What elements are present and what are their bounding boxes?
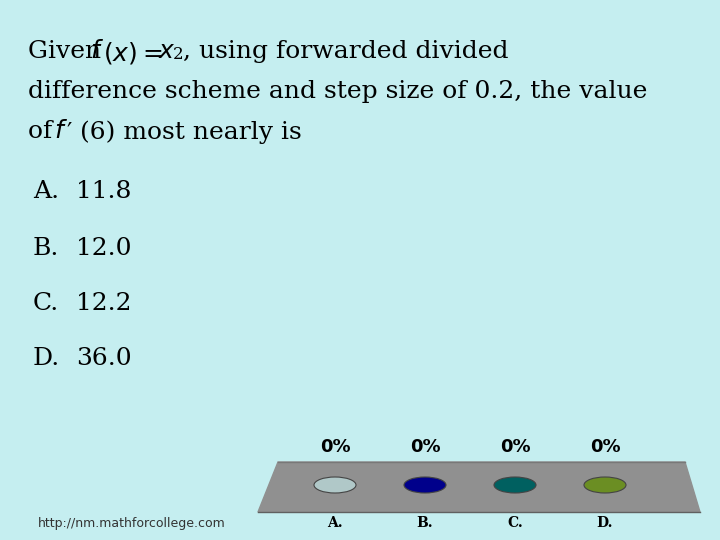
Text: $(x)$$=$: $(x)$$=$ (103, 40, 163, 66)
Text: 12.0: 12.0 (76, 237, 132, 260)
Text: 0%: 0% (410, 438, 441, 456)
Ellipse shape (314, 477, 356, 493)
Text: 12.2: 12.2 (76, 292, 132, 315)
Text: , using forwarded divided: , using forwarded divided (183, 40, 508, 63)
Text: http://nm.mathforcollege.com: http://nm.mathforcollege.com (38, 517, 226, 530)
Text: 0%: 0% (590, 438, 621, 456)
Text: D.: D. (33, 347, 60, 370)
Text: (6) most nearly is: (6) most nearly is (80, 120, 302, 144)
Ellipse shape (494, 477, 536, 493)
Text: Given: Given (28, 40, 109, 63)
Text: of: of (28, 120, 60, 143)
Ellipse shape (584, 477, 626, 493)
Text: difference scheme and step size of 0.2, the value: difference scheme and step size of 0.2, … (28, 80, 647, 103)
Text: C.: C. (33, 292, 59, 315)
Text: ′: ′ (67, 121, 73, 144)
Ellipse shape (404, 477, 446, 493)
Text: $x$: $x$ (158, 40, 176, 63)
Text: A.: A. (327, 516, 343, 530)
Polygon shape (258, 462, 700, 512)
Text: $f$: $f$ (90, 40, 104, 63)
Text: 2: 2 (173, 46, 184, 63)
Text: B.: B. (417, 516, 433, 530)
Text: D.: D. (597, 516, 613, 530)
Text: 0%: 0% (320, 438, 351, 456)
Text: 36.0: 36.0 (76, 347, 132, 370)
Text: C.: C. (507, 516, 523, 530)
Text: A.: A. (33, 180, 59, 203)
Text: 11.8: 11.8 (76, 180, 131, 203)
Text: 0%: 0% (500, 438, 531, 456)
Text: B.: B. (33, 237, 59, 260)
Text: $f$: $f$ (54, 120, 68, 143)
